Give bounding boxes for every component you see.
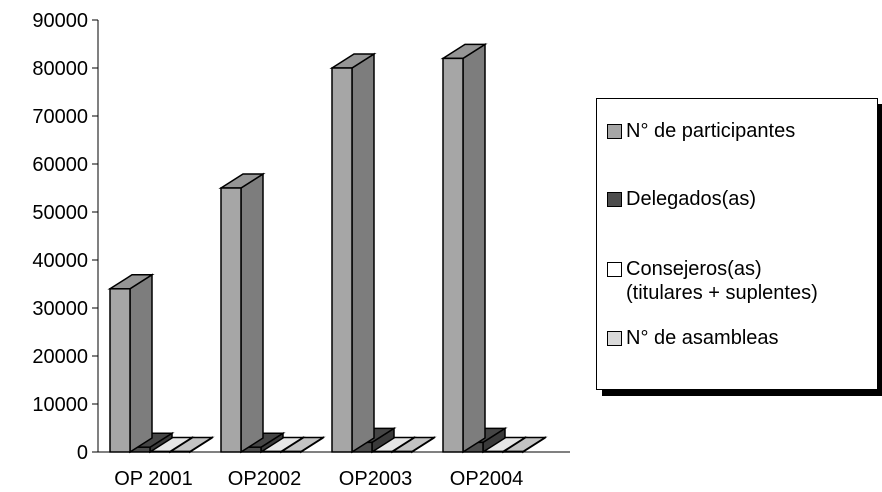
axes (92, 19, 570, 453)
bar-front (109, 288, 131, 453)
y-tick-label: 20000 (32, 346, 88, 368)
bar-side (351, 52, 375, 454)
bar-front (391, 450, 413, 453)
bar (278, 436, 326, 454)
bar-front (331, 67, 353, 453)
legend: N° de participantes Delegados(as) Consej… (596, 98, 878, 390)
legend-item-consejeros: Consejeros(as) (titulares + suplentes) (607, 257, 818, 305)
legend-swatch (607, 192, 622, 207)
bar-side (240, 172, 264, 454)
bar (147, 436, 195, 454)
bar-front (502, 450, 524, 453)
bar (218, 172, 266, 454)
legend-swatch (607, 262, 622, 277)
y-tick-label: 60000 (32, 154, 88, 176)
bars (107, 43, 548, 454)
y-tick-label: 70000 (32, 106, 88, 128)
legend-label: N° de participantes (626, 120, 796, 142)
legend-item-asambleas: N° de asambleas (607, 326, 779, 350)
legend-swatch (607, 331, 622, 346)
bar-front (280, 450, 302, 453)
x-tick-label: OP2002 (228, 468, 301, 490)
y-tick-label: 30000 (32, 298, 88, 320)
labels: 0 10000 20000 30000 40000 50000 60000 70000 8000… (32, 10, 523, 490)
bar (329, 52, 377, 454)
bar-side (462, 43, 486, 454)
bar-side (129, 273, 153, 454)
y-tick-label: 50000 (32, 202, 88, 224)
legend-item-delegados: Delegados(as) (607, 187, 756, 211)
bar-front (169, 450, 191, 453)
chart: 0 10000 20000 30000 40000 50000 60000 70000 8000… (32, 10, 570, 490)
x-tick-label: OP2003 (339, 468, 412, 490)
bar-front (149, 450, 171, 453)
bar (440, 43, 488, 454)
x-tick-label: OP2004 (450, 468, 523, 490)
bar (258, 436, 306, 454)
y-tick-label: 80000 (32, 58, 88, 80)
x-tick-label: OP 2001 (114, 468, 193, 490)
legend-label: Consejeros(as) (titulares + suplentes) (626, 258, 818, 304)
y-tick-label: 40000 (32, 250, 88, 272)
legend-swatch (607, 124, 622, 139)
y-tick-label: 0 (77, 442, 88, 464)
y-tick-label: 90000 (32, 10, 88, 32)
bar (389, 436, 437, 454)
legend-label: Delegados(as) (626, 188, 757, 210)
y-tick-label: 10000 (32, 394, 88, 416)
bar-front (220, 187, 242, 453)
bar-front (371, 450, 393, 453)
bar-front (482, 450, 504, 453)
bar-front (260, 450, 282, 453)
legend-label: N° de asambleas (626, 327, 779, 349)
legend-item-participantes: N° de participantes (607, 119, 795, 143)
bar (107, 273, 155, 454)
bar-front (442, 57, 464, 453)
